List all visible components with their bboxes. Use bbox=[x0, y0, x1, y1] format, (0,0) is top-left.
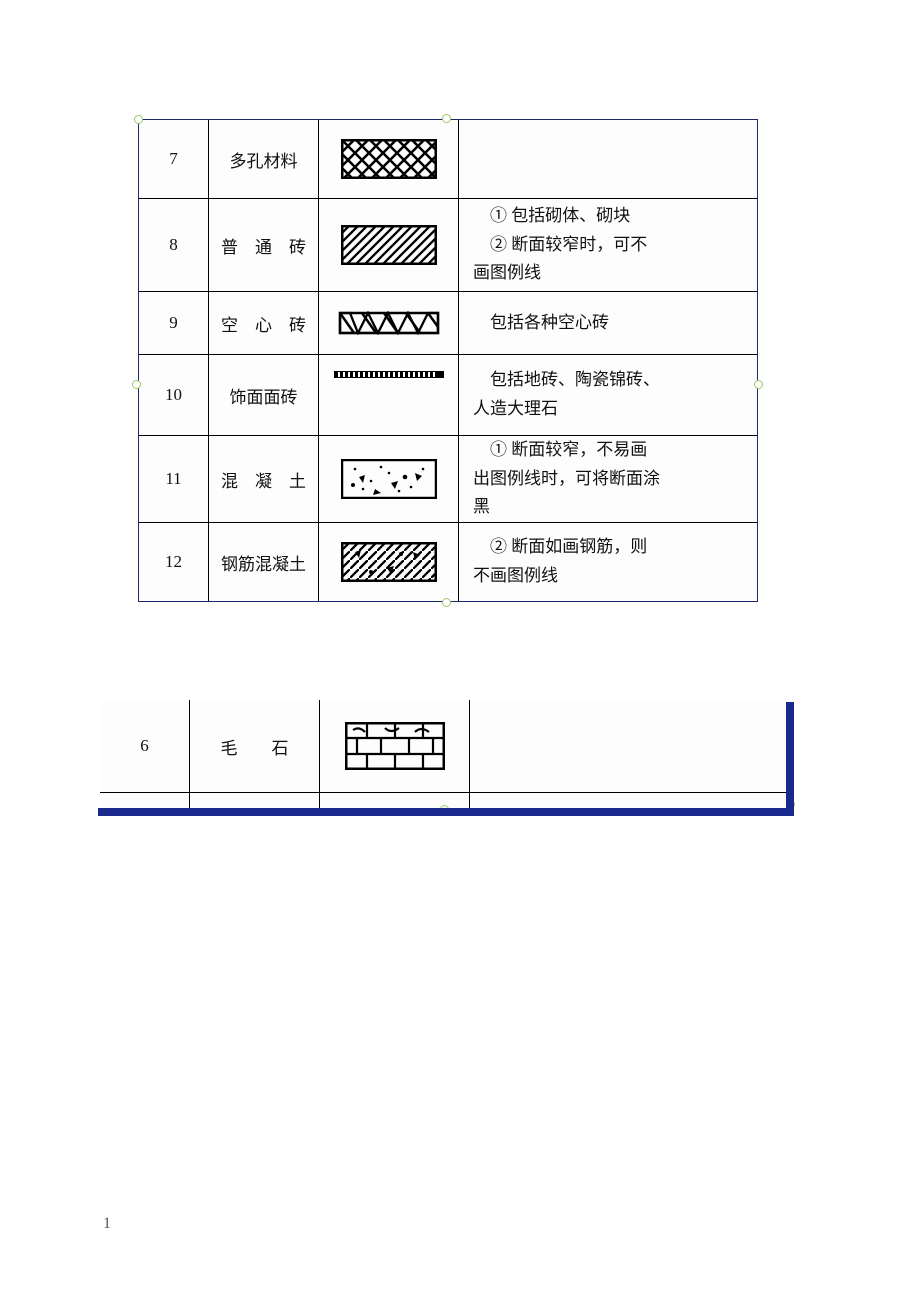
material-symbol bbox=[320, 700, 470, 792]
row-number: 9 bbox=[139, 292, 209, 354]
material-name: 普 通 砖 bbox=[209, 199, 319, 291]
materials-table-1: 7 多孔材料 8 普 通 砖 bbox=[138, 119, 758, 602]
tile-symbol-icon bbox=[334, 369, 444, 381]
table-row: 6 毛 石 bbox=[100, 700, 790, 793]
selection-handle-icon bbox=[442, 114, 451, 123]
material-name: 空 心 砖 bbox=[209, 292, 319, 354]
material-description: 包括各种空心砖 bbox=[459, 292, 757, 354]
material-name: 饰面面砖 bbox=[209, 355, 319, 435]
material-description: 包括地砖、陶瓷锦砖、 人造大理石 bbox=[459, 355, 757, 435]
material-description bbox=[459, 120, 757, 198]
material-symbol bbox=[319, 355, 459, 435]
table-row: 9 空 心 砖 包括各种空心砖 bbox=[139, 292, 757, 355]
table-row: 7 多孔材料 bbox=[139, 120, 757, 199]
selection-handle-icon bbox=[132, 380, 141, 389]
material-name: 钢筋混凝土 bbox=[209, 523, 319, 601]
selection-handle-icon bbox=[442, 598, 451, 607]
brick-symbol-icon bbox=[341, 225, 437, 265]
rubble-symbol-icon bbox=[345, 722, 445, 770]
hollow-brick-symbol-icon bbox=[338, 311, 440, 335]
materials-table-2: 6 毛 石 bbox=[100, 700, 790, 809]
page-number: 1 bbox=[103, 1215, 111, 1233]
material-description: ① 包括砌体、砌块 ② 断面较窄时，可不 画图例线 bbox=[459, 199, 757, 291]
porous-symbol-icon bbox=[341, 139, 437, 179]
row-number: 12 bbox=[139, 523, 209, 601]
material-name: 多孔材料 bbox=[209, 120, 319, 198]
material-symbol bbox=[319, 523, 459, 601]
frame-bottom-bar bbox=[98, 808, 792, 816]
material-symbol bbox=[319, 292, 459, 354]
selection-handle-icon bbox=[754, 380, 763, 389]
material-name: 混 凝 土 bbox=[209, 436, 319, 522]
row-number: 10 bbox=[139, 355, 209, 435]
row-number: 7 bbox=[139, 120, 209, 198]
row-number: 6 bbox=[100, 700, 190, 792]
selection-handle-icon bbox=[134, 115, 143, 124]
table-row: 11 混 凝 土 ① 断面较窄，不易画 bbox=[139, 436, 757, 523]
material-symbol bbox=[319, 436, 459, 522]
material-symbol bbox=[319, 120, 459, 198]
table-row: 12 钢筋混凝土 ② 断面如画钢筋，则 不画图例线 bbox=[139, 523, 757, 601]
material-name: 毛 石 bbox=[190, 700, 320, 792]
table-row: 8 普 通 砖 ① 包括砌体、砌块 ② 断面较窄时，可不 画图例线 bbox=[139, 199, 757, 292]
table-row: 10 饰面面砖 包括地砖、陶 bbox=[139, 355, 757, 436]
material-description: ① 断面较窄，不易画 出图例线时，可将断面涂 黑 bbox=[459, 436, 757, 522]
row-number: 8 bbox=[139, 199, 209, 291]
row-number: 11 bbox=[139, 436, 209, 522]
material-description: ② 断面如画钢筋，则 不画图例线 bbox=[459, 523, 757, 601]
material-symbol bbox=[319, 199, 459, 291]
frame-right-bar bbox=[786, 702, 794, 816]
reinforced-concrete-symbol-icon bbox=[341, 542, 437, 582]
material-description bbox=[470, 700, 790, 792]
concrete-symbol-icon bbox=[341, 459, 437, 499]
